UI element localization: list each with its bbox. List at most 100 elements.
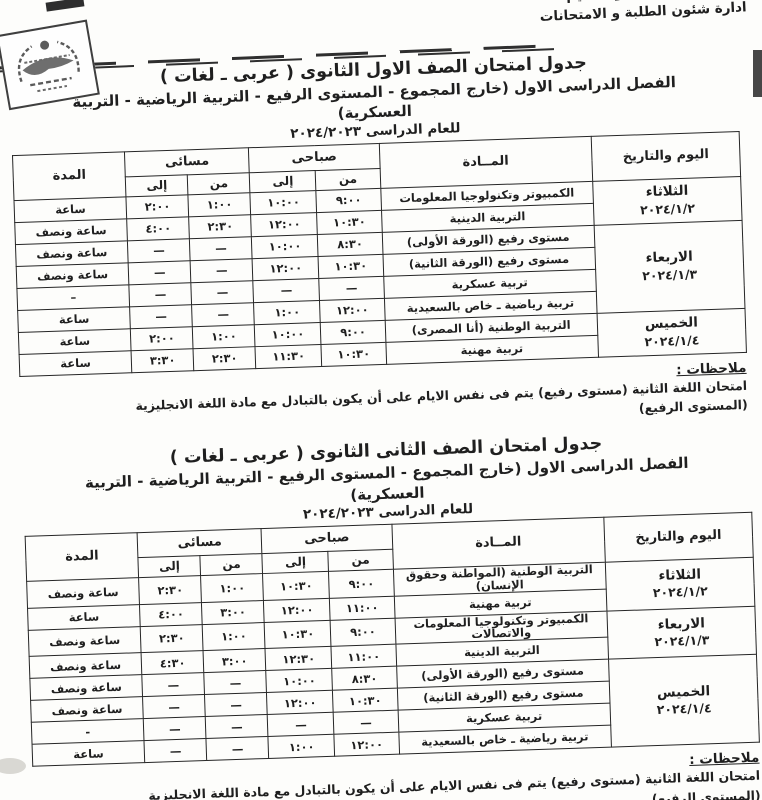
time-cell: — bbox=[267, 712, 335, 737]
time-cell: ٣:٠٠ bbox=[201, 600, 265, 625]
time-cell: ٩:٠٠ bbox=[316, 187, 382, 213]
time-cell: ١٠:٣٠ bbox=[321, 341, 387, 366]
time-cell: ١:٠٠ bbox=[253, 299, 321, 325]
time-cell: ٩:٠٠ bbox=[330, 617, 396, 647]
time-cell: ١:٠٠ bbox=[192, 324, 256, 349]
time-cell: ١٠:٣٠ bbox=[318, 253, 384, 279]
time-cell: — bbox=[143, 716, 207, 741]
time-cell: ١٠:٣٠ bbox=[264, 619, 332, 649]
time-cell: ٢:٠٠ bbox=[126, 194, 189, 219]
scan-artifact-bottom-smudge bbox=[0, 758, 26, 774]
time-cell: ٤:٠٠ bbox=[139, 602, 203, 627]
note-text: امتحان اللغة الثانية (مستوى رفيع) يتم فى… bbox=[135, 377, 748, 416]
duration-cell: ساعة bbox=[19, 350, 132, 376]
col-header-from: من bbox=[328, 548, 393, 572]
time-cell: — bbox=[128, 260, 192, 285]
grade1-exam-table: اليوم والتاريخ المــادة صباحى مسائى المد… bbox=[12, 130, 747, 376]
time-cell: — bbox=[204, 670, 267, 695]
time-cell: — bbox=[191, 302, 255, 327]
time-cell: ٨:٣٠ bbox=[317, 231, 383, 257]
col-header-to: إلى bbox=[138, 555, 201, 578]
time-cell: ١:٠٠ bbox=[202, 622, 266, 651]
day-cell: الخميس ٢٠٢٤/١/٤ bbox=[596, 307, 747, 357]
time-cell: ٢:٣٠ bbox=[140, 624, 204, 653]
time-cell: — bbox=[129, 304, 193, 329]
col-header-duration: المدة bbox=[25, 532, 139, 582]
day-date: ٢٠٢٤/١/٣ bbox=[654, 632, 710, 650]
time-cell: ١٠:٠٠ bbox=[250, 190, 318, 215]
col-header-to: إلى bbox=[125, 174, 189, 197]
col-header-to: إلى bbox=[262, 551, 329, 574]
day-date: ٢٠٢٤/١/٤ bbox=[656, 700, 712, 718]
time-cell: — bbox=[129, 282, 192, 307]
time-cell: — bbox=[205, 714, 269, 739]
time-cell: ١١:٣٠ bbox=[255, 343, 323, 369]
time-cell: ١٠:٣٠ bbox=[262, 571, 330, 601]
col-header-subject: المــادة bbox=[391, 516, 606, 569]
time-cell: ٣:٠٠ bbox=[203, 648, 267, 673]
grade2-exam-table: اليوم والتاريخ المــادة صباحى مسائى المد… bbox=[25, 512, 760, 768]
time-cell: ١٠:٠٠ bbox=[254, 321, 322, 347]
time-cell: ١٢:٠٠ bbox=[263, 597, 331, 623]
col-header-to: إلى bbox=[249, 170, 317, 193]
time-cell: ٢:٣٠ bbox=[188, 214, 252, 239]
col-header-duration: المدة bbox=[12, 151, 127, 201]
col-header-from: من bbox=[315, 167, 381, 191]
time-cell: ٨:٣٠ bbox=[332, 666, 397, 691]
time-cell: — bbox=[253, 278, 320, 303]
notes-label: ملاحظات : bbox=[675, 359, 747, 378]
time-cell: — bbox=[142, 672, 205, 697]
day-date: ٢٠٢٤/١/٤ bbox=[644, 332, 700, 349]
grade1-section: جدول امتحان الصف الاول الثانوى ( عربى ـ … bbox=[2, 48, 756, 439]
time-cell: ١٠:٣٠ bbox=[317, 209, 382, 235]
time-cell: — bbox=[206, 736, 270, 761]
time-cell: ٣:٣٠ bbox=[131, 348, 195, 373]
time-cell: ١٠:٣٠ bbox=[332, 688, 398, 713]
time-cell: ٩:٠٠ bbox=[328, 568, 394, 598]
time-cell: — bbox=[189, 236, 253, 261]
time-cell: ١١:٠٠ bbox=[331, 644, 397, 669]
time-cell: ٩:٠٠ bbox=[320, 319, 386, 344]
duration-cell: ساعة ونصف bbox=[26, 577, 140, 608]
time-cell: ٤:٣٠ bbox=[141, 650, 205, 675]
grade2-section: جدول امتحان الصف الثانى الثانوى ( عربى ـ… bbox=[15, 429, 762, 800]
day-date: ٢٠٢٤/١/٢ bbox=[652, 583, 708, 601]
time-cell: ١٢:٠٠ bbox=[250, 212, 318, 237]
day-date: ٢٠٢٤/١/٢ bbox=[639, 200, 696, 217]
time-cell: ١١:٠٠ bbox=[329, 595, 395, 620]
time-cell: ١:٠٠ bbox=[268, 734, 336, 759]
time-cell: ١:٠٠ bbox=[188, 192, 251, 217]
duration-cell: ساعة bbox=[32, 740, 145, 767]
time-cell: — bbox=[127, 238, 191, 263]
school-stamp bbox=[0, 19, 100, 111]
time-cell: — bbox=[191, 280, 254, 305]
time-cell: — bbox=[204, 692, 268, 717]
col-header-from: من bbox=[200, 553, 263, 576]
time-cell: ١٢:٠٠ bbox=[319, 297, 385, 322]
col-header-from: من bbox=[187, 172, 251, 195]
time-cell: ٢:٣٠ bbox=[138, 575, 202, 605]
time-cell: ٢:٣٠ bbox=[193, 346, 257, 371]
day-cell: الاربعاء ٢٠٢٤/١/٣ bbox=[606, 605, 757, 660]
day-cell: الثلاثاء ٢٠٢٤/١/٢ bbox=[592, 175, 743, 225]
time-cell: ٤:٠٠ bbox=[126, 216, 190, 241]
time-cell: — bbox=[144, 738, 207, 763]
time-cell: — bbox=[142, 694, 206, 719]
time-cell: ١٢:٠٠ bbox=[252, 256, 320, 281]
col-header-day: اليوم والتاريخ bbox=[590, 131, 741, 181]
time-cell: — bbox=[190, 258, 254, 283]
day-date: ٢٠٢٤/١/٣ bbox=[642, 266, 698, 283]
day-cell: الثلاثاء ٢٠٢٤/١/٢ bbox=[605, 557, 755, 611]
time-cell: ١٢:٣٠ bbox=[265, 646, 333, 671]
time-cell: ١٠:٠٠ bbox=[251, 234, 319, 259]
col-header-day: اليوم والتاريخ bbox=[603, 512, 754, 562]
duration-cell: ساعة ونصف bbox=[28, 626, 142, 657]
time-cell: ٢:٠٠ bbox=[130, 326, 194, 351]
time-cell: ١:٠٠ bbox=[200, 573, 264, 603]
note-text: امتحان اللغة الثانية (مستوى رفيع) يتم فى… bbox=[148, 767, 761, 800]
day-cell: الاربعاء ٢٠٢٤/١/٣ bbox=[593, 219, 745, 313]
day-cell: الخميس ٢٠٢٤/١/٤ bbox=[608, 654, 760, 748]
